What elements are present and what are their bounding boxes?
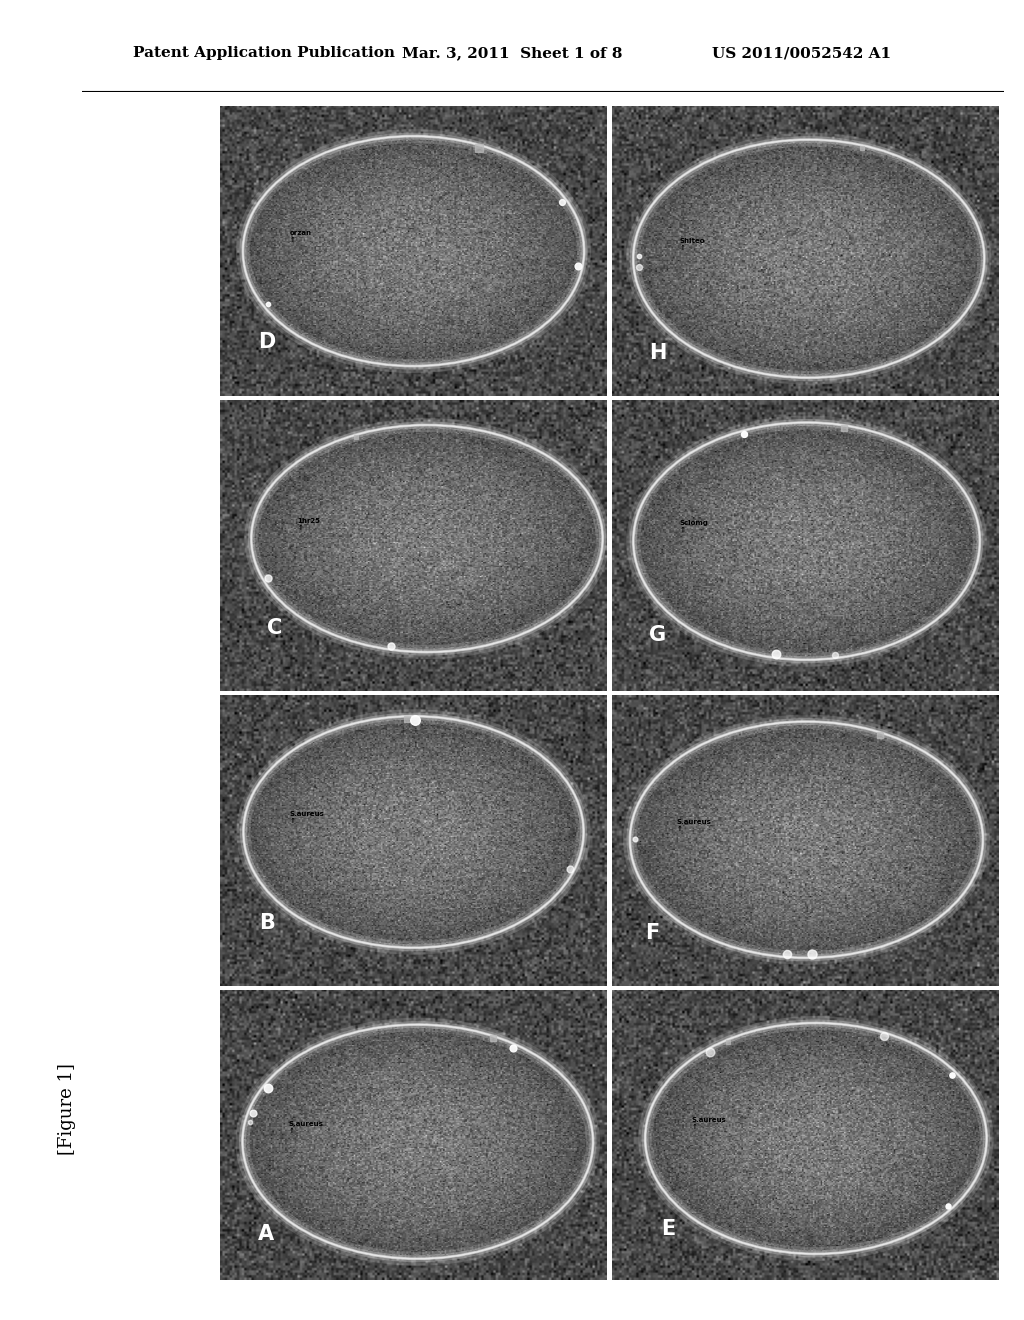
Text: H: H [648,343,666,363]
Text: Mar. 3, 2011  Sheet 1 of 8: Mar. 3, 2011 Sheet 1 of 8 [401,46,623,61]
Text: G: G [649,626,666,645]
Text: 1hr25
↑: 1hr25 ↑ [298,517,321,531]
Text: D: D [258,331,275,351]
Text: S.aureus
↑: S.aureus ↑ [691,1118,726,1130]
Text: orzan
↑: orzan ↑ [289,230,311,243]
Text: Shiteo
↑: Shiteo ↑ [680,238,706,251]
Text: S.aureus
↑: S.aureus ↑ [290,810,325,824]
Text: Patent Application Publication: Patent Application Publication [133,46,395,61]
Text: B: B [259,913,274,933]
Text: F: F [645,923,659,944]
Text: C: C [267,618,282,638]
Text: S.aureus
↑: S.aureus ↑ [676,818,712,832]
Text: A: A [258,1224,274,1245]
Text: [Figure 1]: [Figure 1] [57,1063,76,1155]
Text: S.aureus
↑: S.aureus ↑ [289,1121,324,1134]
Text: US 2011/0052542 A1: US 2011/0052542 A1 [712,46,891,61]
Text: Sclomg
↑: Sclomg ↑ [680,520,709,533]
Text: E: E [660,1220,675,1239]
